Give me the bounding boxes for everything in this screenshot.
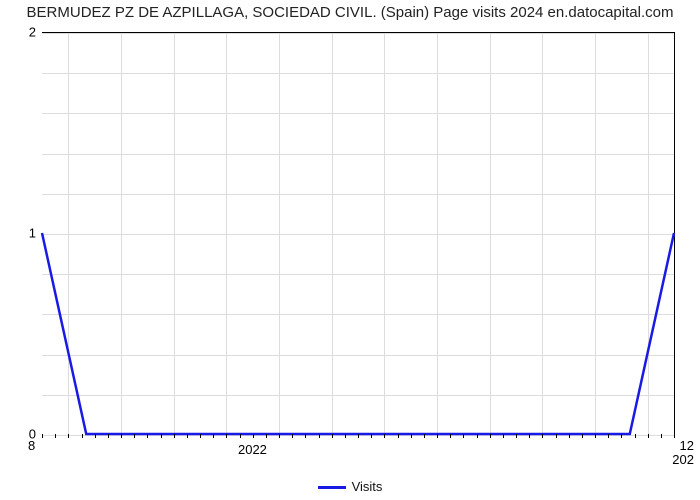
legend: Visits bbox=[0, 479, 700, 494]
chart-container: BERMUDEZ PZ DE AZPILLAGA, SOCIEDAD CIVIL… bbox=[0, 0, 700, 500]
legend-swatch bbox=[318, 486, 346, 489]
legend-label: Visits bbox=[352, 479, 383, 494]
x-corner-left: 8 bbox=[28, 438, 35, 453]
line-series bbox=[42, 32, 674, 434]
x-corner-right-bot: 202 bbox=[672, 452, 694, 467]
ytick-1: 1 bbox=[29, 226, 36, 241]
ytick-2: 2 bbox=[29, 25, 36, 40]
x-corner-right-top: 12 bbox=[680, 438, 694, 453]
xtick-major: 2022 bbox=[238, 442, 267, 457]
chart-title: BERMUDEZ PZ DE AZPILLAGA, SOCIEDAD CIVIL… bbox=[0, 4, 700, 21]
